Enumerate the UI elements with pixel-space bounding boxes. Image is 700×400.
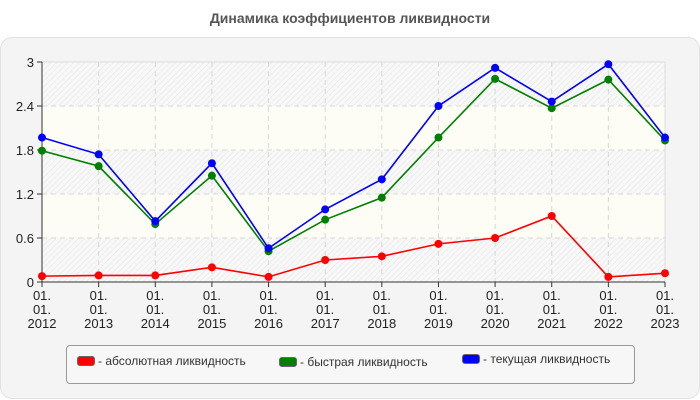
x-tick-label: 01. — [203, 288, 221, 303]
x-tick-label: 2022 — [594, 316, 623, 331]
data-point[interactable] — [38, 146, 46, 155]
data-point[interactable] — [94, 162, 103, 171]
x-tick-label: 2019 — [424, 316, 453, 331]
x-tick-label: 01. — [90, 302, 108, 317]
legend: - абсолютная ликвидность - быстрая ликви… — [66, 345, 635, 384]
data-point[interactable] — [661, 269, 669, 278]
legend-swatch-green — [279, 357, 297, 367]
data-point[interactable] — [207, 171, 216, 180]
data-point[interactable] — [38, 133, 46, 142]
data-point[interactable] — [94, 271, 103, 280]
legend-swatch-red — [77, 356, 95, 366]
data-point[interactable] — [377, 252, 386, 261]
y-tick-label: 0.6 — [16, 231, 34, 246]
x-tick-label: 01. — [543, 288, 561, 303]
data-point[interactable] — [377, 193, 386, 202]
y-tick-label: 2.4 — [16, 99, 34, 114]
data-point[interactable] — [547, 212, 556, 220]
x-tick-label: 2014 — [141, 316, 170, 331]
data-point[interactable] — [207, 159, 216, 168]
legend-item-current[interactable]: - текущая ликвидность — [462, 352, 610, 366]
data-point[interactable] — [151, 217, 160, 226]
data-point[interactable] — [604, 272, 613, 281]
y-tick-label: 1.2 — [16, 187, 34, 202]
y-tick-label: 0 — [27, 275, 34, 290]
data-point[interactable] — [491, 74, 500, 83]
data-point[interactable] — [491, 234, 500, 242]
x-tick-label: 01. — [260, 302, 278, 317]
x-tick-label: 01. — [146, 288, 164, 303]
x-tick-label: 2015 — [197, 316, 226, 331]
data-point[interactable] — [377, 175, 386, 184]
chart-title: Динамика коэффициентов ликвидности — [209, 10, 491, 26]
x-tick-label: 01. — [599, 288, 617, 303]
x-tick-label: 01. — [373, 302, 391, 317]
data-point[interactable] — [434, 102, 443, 110]
y-tick-label: 3 — [27, 55, 34, 70]
legend-item-absolute[interactable]: - абсолютная ликвидность — [77, 354, 246, 368]
x-tick-label: 01. — [656, 302, 674, 317]
legend-item-quick[interactable]: - быстрая ликвидность — [279, 355, 428, 369]
data-point[interactable] — [547, 104, 556, 113]
x-tick-label: 01. — [203, 302, 221, 317]
legend-swatch-blue — [462, 354, 480, 364]
legend-label: - абсолютная ликвидность — [98, 354, 246, 368]
data-point[interactable] — [264, 272, 273, 281]
x-tick-label: 2018 — [367, 316, 396, 331]
plot-background-bands — [42, 62, 665, 282]
x-tick-label: 01. — [90, 288, 108, 303]
x-tick-label: 01. — [316, 302, 334, 317]
x-tick-label: 01. — [146, 302, 164, 317]
x-tick-label: 01. — [599, 302, 617, 317]
x-tick-label: 2023 — [651, 316, 680, 331]
x-axis-labels: 01.01.201201.01.201301.01.201401.01.2015… — [28, 288, 680, 331]
y-axis-labels: 0 0.6 1.2 1.8 2.4 3 — [16, 55, 34, 290]
data-point[interactable] — [321, 205, 330, 214]
x-tick-label: 01. — [543, 302, 561, 317]
x-tick-label: 2013 — [84, 316, 113, 331]
data-point[interactable] — [547, 97, 556, 106]
y-tick-label: 1.8 — [16, 143, 34, 158]
data-point[interactable] — [151, 271, 160, 280]
data-point[interactable] — [604, 75, 613, 84]
data-point[interactable] — [434, 239, 443, 248]
data-point[interactable] — [434, 133, 443, 142]
legend-label: - текущая ликвидность — [483, 352, 611, 366]
x-tick-label: 01. — [316, 288, 334, 303]
x-tick-label: 01. — [429, 288, 447, 303]
data-point[interactable] — [604, 60, 613, 69]
x-tick-label: 01. — [486, 288, 504, 303]
x-tick-label: 2016 — [254, 316, 283, 331]
x-tick-label: 01. — [429, 302, 447, 317]
series-2 — [38, 60, 669, 253]
x-tick-label: 01. — [486, 302, 504, 317]
axes — [37, 61, 666, 287]
legend-label: - быстрая ликвидность — [300, 355, 428, 369]
data-point[interactable] — [321, 256, 330, 264]
data-point[interactable] — [321, 215, 330, 224]
series-lines — [38, 60, 669, 281]
x-tick-label: 01. — [373, 288, 391, 303]
data-point[interactable] — [38, 272, 46, 281]
data-point[interactable] — [491, 63, 500, 72]
x-tick-label: 01. — [33, 288, 51, 303]
data-point[interactable] — [207, 263, 216, 272]
data-point[interactable] — [661, 133, 669, 142]
data-point[interactable] — [94, 150, 103, 159]
x-tick-label: 2021 — [537, 316, 566, 331]
x-tick-label: 01. — [33, 302, 51, 317]
x-tick-label: 2020 — [481, 316, 510, 331]
x-tick-label: 2012 — [28, 316, 57, 331]
data-point[interactable] — [264, 244, 273, 253]
x-tick-label: 2017 — [311, 316, 340, 331]
series-0 — [38, 212, 669, 281]
x-tick-label: 01. — [656, 288, 674, 303]
x-tick-label: 01. — [260, 288, 278, 303]
